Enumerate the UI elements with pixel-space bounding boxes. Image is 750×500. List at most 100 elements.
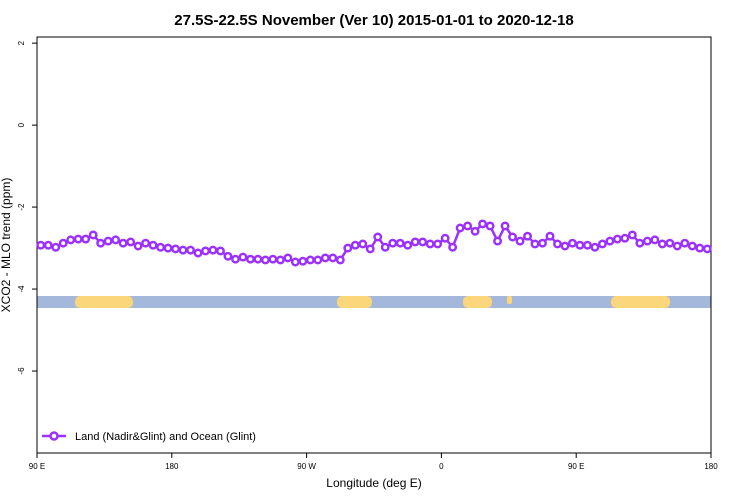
point (470, 226, 480, 236)
point (216, 246, 225, 256)
point (111, 235, 121, 245)
point (365, 244, 375, 254)
point (51, 242, 61, 252)
x-tick-label: 180 (704, 462, 718, 471)
point (575, 240, 585, 250)
point (343, 243, 353, 253)
point (538, 238, 547, 248)
point (380, 242, 390, 252)
y-tick-label: -2 (17, 203, 26, 211)
x-axis-label: Longitude (deg E) (326, 476, 421, 490)
point (493, 236, 503, 246)
point (463, 221, 473, 231)
y-tick-label: 2 (17, 40, 26, 45)
point (66, 235, 76, 245)
point (201, 246, 210, 256)
point (268, 254, 278, 264)
point (620, 233, 630, 243)
chart-title: 27.5S-22.5S November (Ver 10) 2015-01-01… (174, 12, 573, 29)
y-axis-label: XCO2 - MLO trend (ppm) (0, 178, 13, 313)
point (245, 254, 255, 264)
point (597, 239, 607, 249)
point (43, 240, 53, 250)
point (178, 245, 188, 255)
x-tick-label: 90 E (568, 462, 584, 471)
point (36, 240, 46, 250)
point (665, 238, 675, 248)
y-tick-label: -4 (17, 285, 26, 293)
point (687, 241, 697, 251)
point (680, 238, 690, 248)
point (253, 254, 263, 264)
point (231, 254, 240, 264)
point (305, 255, 315, 265)
point (523, 231, 532, 241)
x-tick-label: 180 (165, 462, 179, 471)
point (403, 240, 413, 250)
point (508, 232, 517, 242)
legend-label: Land (Nadir&Glint) and Ocean (Glint) (75, 431, 256, 443)
point (73, 234, 83, 244)
point (702, 244, 712, 254)
point (433, 239, 443, 249)
point (298, 256, 308, 266)
point (553, 239, 562, 249)
point (96, 238, 106, 248)
point (133, 241, 143, 251)
point (283, 253, 293, 263)
point (612, 234, 622, 244)
point (605, 236, 615, 246)
point (425, 239, 435, 249)
point (335, 255, 345, 265)
ocean-band (37, 296, 711, 308)
point (193, 248, 203, 258)
point (545, 231, 555, 241)
point (695, 243, 705, 253)
point (328, 253, 338, 263)
point (672, 241, 682, 251)
point (223, 251, 233, 261)
point (156, 242, 166, 252)
point (320, 253, 330, 263)
point (650, 235, 660, 245)
land-band (611, 296, 670, 308)
x-tick-label: 0 (439, 462, 444, 471)
x-tick-label: 90 E (29, 462, 45, 471)
point (58, 238, 68, 248)
point (313, 255, 323, 265)
point (627, 230, 637, 240)
land-ocean-band (37, 296, 711, 308)
point (373, 232, 383, 242)
point (275, 255, 285, 265)
point (290, 257, 300, 267)
point (358, 239, 368, 249)
point (642, 236, 652, 246)
point (350, 240, 360, 250)
point (388, 238, 398, 248)
point (635, 238, 645, 248)
point (208, 245, 218, 255)
point (118, 238, 128, 248)
point (126, 237, 136, 247)
point (448, 242, 458, 252)
point (455, 223, 465, 233)
point (395, 238, 405, 248)
point (657, 239, 667, 249)
point (485, 221, 495, 231)
point (148, 240, 158, 250)
point (440, 233, 450, 243)
point (171, 244, 180, 254)
point (141, 238, 151, 248)
point (260, 255, 270, 265)
point (418, 237, 428, 247)
point (560, 241, 570, 251)
point (590, 242, 600, 252)
y-tick-label: -6 (17, 367, 26, 375)
land-band (75, 296, 133, 308)
point (582, 240, 592, 250)
y-tick-label: 0 (17, 122, 26, 127)
point (478, 219, 488, 229)
x-tick-label: 90 W (297, 462, 316, 471)
point (568, 238, 577, 248)
